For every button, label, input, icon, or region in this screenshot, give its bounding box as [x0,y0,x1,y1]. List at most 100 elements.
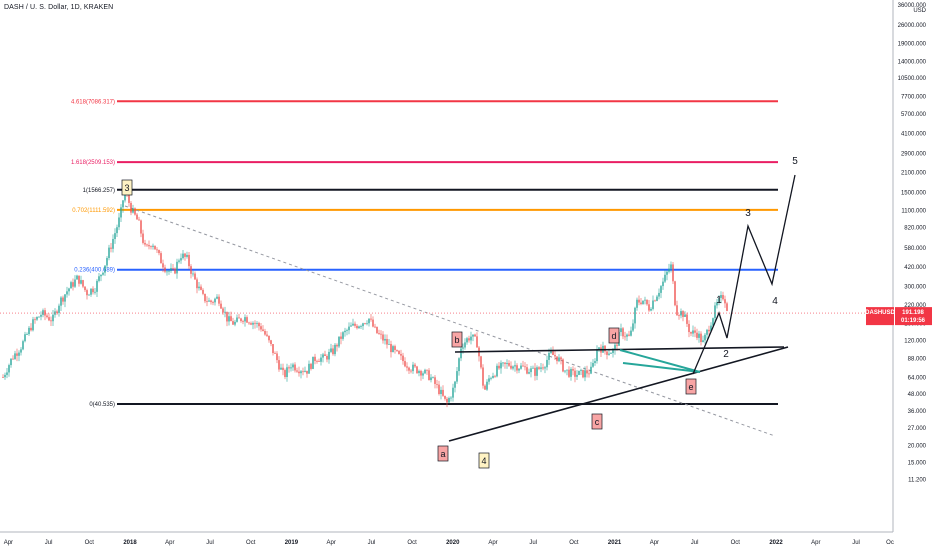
candle-body [620,328,622,333]
candle-body [22,341,24,350]
candle-body [378,333,380,334]
candle-body [418,370,420,374]
candle-body [2,377,4,378]
candle-body [492,375,494,378]
candle-body [656,296,658,301]
candle-body [400,353,402,356]
box-label-bg [451,331,463,348]
candle-body [408,367,410,371]
candle-body [592,362,594,367]
chart-title: DASH / U. S. Dollar, 1D, KRAKEN [4,4,114,11]
candle-body [402,355,404,362]
candle-body [464,342,466,348]
candle-body [596,349,598,362]
candle-body [646,299,648,305]
candle-body [520,365,522,369]
candle-body [524,366,526,368]
price-tick-label: 2100.000 [901,171,927,177]
candle-body [316,360,318,362]
candle-body [474,334,476,337]
candle-body [262,329,264,331]
fib-level-label: 1.618(2509.153) [71,160,115,166]
candle-body [148,245,150,247]
candle-body [348,326,350,331]
candle-body [598,347,600,350]
candle-body [344,330,346,333]
candle-body [412,364,414,372]
box-label-text: b [454,335,459,345]
candle-body [486,381,488,390]
candle-body [342,332,344,339]
candle-body [352,323,354,326]
candle-body [662,281,664,287]
price-tick-label: 15.000 [908,460,927,466]
candle-body [694,330,696,333]
candle-body [120,207,122,218]
time-tick-label: 2022 [769,540,783,546]
candle-body [470,336,472,341]
candle-body [122,200,124,208]
candle-body [138,219,140,221]
candle-body [606,351,608,355]
candle-body [354,323,356,326]
time-tick-label: Jul [852,540,860,546]
candle-body [372,319,374,327]
candle-body [202,289,204,294]
candle-body [140,220,142,234]
price-tick-label: 300.000 [904,285,926,291]
candle-body [454,381,456,388]
candle-body [522,365,524,367]
time-tick-label: Apr [4,540,13,546]
candle-body [502,362,504,364]
candle-body [632,323,634,331]
candle-body [668,268,670,272]
candle-body [414,364,416,367]
candle-body [142,233,144,243]
candle-body [76,275,78,280]
candle-body [42,310,44,315]
candle-body [228,316,230,322]
candle-body [326,355,328,360]
box-label-a: a [437,445,449,462]
candle-body [332,348,334,355]
candle-body [186,254,188,257]
candle-body [90,288,92,295]
candle-body [536,367,538,376]
price-tick-label: 1500.000 [901,190,927,196]
candle-body [432,377,434,379]
candle-body [684,314,686,317]
candle-body [192,273,194,275]
candle-body [678,315,680,317]
candle-body [350,325,352,327]
candle-body [324,354,326,356]
candle-body [542,367,544,369]
candle-body [708,329,710,332]
candle-body [608,353,610,355]
candle-body [710,325,712,332]
fib-level-label: 0.236(400.689) [74,268,115,274]
price-tick-label: 36.000 [908,409,927,415]
candle-body [460,348,462,359]
price-tick-label: 11.200 [908,477,927,483]
candle-body [488,378,490,382]
candle-body [252,322,254,325]
price-tick-label: 36000.000 [898,3,927,9]
candle-body [270,340,272,345]
candle-body [212,302,214,303]
candle-body [274,353,276,354]
price-tick-label: 4100.000 [901,131,927,137]
candle-body [296,370,298,372]
candle-body [80,280,82,284]
candle-body [82,280,84,287]
candle-body [380,333,382,335]
candle-body [700,333,702,343]
time-tick-label: Apr [811,540,820,546]
time-tick-label: 2021 [608,540,622,546]
candle-body [180,258,182,261]
candle-body [134,208,136,215]
price-badge-value-bg [895,307,932,326]
candle-body [330,348,332,352]
candle-body [152,245,154,247]
candle-body [312,356,314,369]
